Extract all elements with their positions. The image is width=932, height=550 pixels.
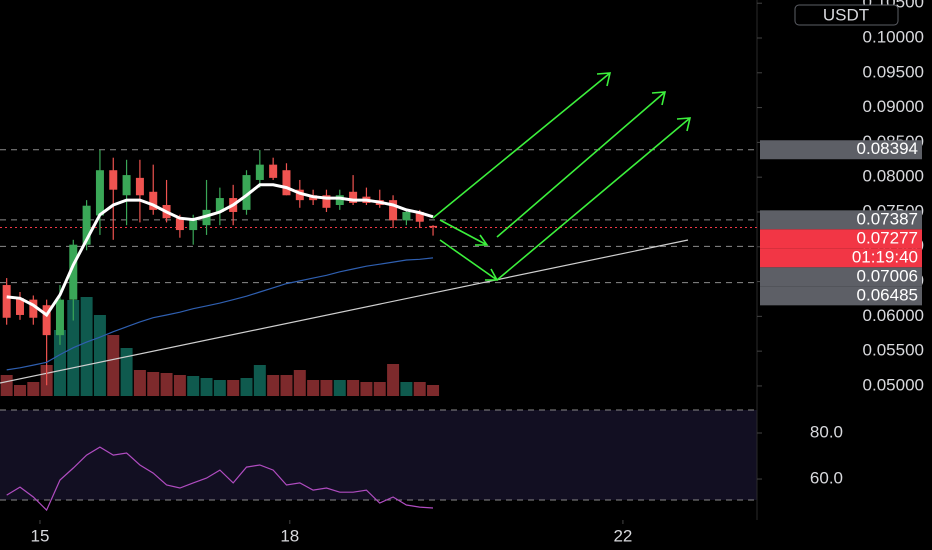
candle-body xyxy=(269,164,278,178)
y-tick-label: 0.06000 xyxy=(863,306,924,325)
volume-bar xyxy=(80,297,93,396)
price-label: 0.07006 xyxy=(857,266,918,285)
arrow xyxy=(432,72,612,219)
volume-bar xyxy=(27,382,40,396)
x-tick-label: 22 xyxy=(613,526,632,545)
volume-bar xyxy=(200,378,213,396)
candle-body xyxy=(82,205,91,245)
price-label-box xyxy=(760,286,922,306)
price-label: 0.06485 xyxy=(857,285,918,304)
volume-bar xyxy=(173,375,186,396)
trendline xyxy=(0,239,689,384)
volume-bar xyxy=(360,382,373,396)
volume-bar xyxy=(0,375,13,396)
x-tick-label: 18 xyxy=(280,526,299,545)
candle-body xyxy=(95,170,104,216)
moving-average xyxy=(6,257,434,371)
candle-body xyxy=(175,218,184,231)
price-label: 0.07277 xyxy=(857,228,918,247)
candle-body xyxy=(122,175,131,196)
volume-bar xyxy=(333,380,346,396)
candle-body xyxy=(135,177,144,196)
y-tick-label: 0.05500 xyxy=(863,341,924,360)
countdown-box xyxy=(760,248,922,268)
candle-body xyxy=(215,198,224,212)
x-tick-label: 15 xyxy=(31,526,50,545)
arrow xyxy=(439,219,489,246)
volume-bar xyxy=(13,385,26,396)
volume-bar xyxy=(307,380,320,396)
volume-bar xyxy=(387,364,400,396)
volume-bar xyxy=(160,373,173,396)
volume-bar xyxy=(373,382,386,396)
price-label-box xyxy=(760,229,922,249)
candle-body xyxy=(282,170,291,196)
candle-body xyxy=(295,189,304,201)
candle-body xyxy=(402,211,411,221)
price-label: 0.07387 xyxy=(857,209,918,228)
countdown: 01:19:40 xyxy=(852,247,918,266)
volume-bar xyxy=(240,378,253,396)
volume-bar xyxy=(413,382,426,396)
volume-bar xyxy=(187,376,200,396)
volume-bar xyxy=(120,348,133,396)
price-label-box xyxy=(760,267,922,287)
arrow xyxy=(439,239,499,281)
candle-body xyxy=(42,305,51,336)
arrow xyxy=(496,91,667,238)
volume-bar xyxy=(107,335,120,396)
volume-bar xyxy=(280,375,293,396)
candle-body xyxy=(2,285,11,318)
volume-bar xyxy=(213,380,226,396)
arrow xyxy=(496,117,692,281)
candle-body xyxy=(189,219,198,231)
candle-body xyxy=(29,299,38,318)
candle-body xyxy=(242,175,251,210)
moving-average xyxy=(6,183,434,318)
y-tick-label: 0.09500 xyxy=(863,62,924,81)
candle-body xyxy=(55,299,64,336)
rsi-tick-label: 60.0 xyxy=(810,469,843,488)
y-tick-label: 0.10000 xyxy=(863,27,924,46)
arrow-drawings xyxy=(432,72,692,281)
rsi-band xyxy=(0,410,757,500)
volume-bar xyxy=(53,330,66,396)
candle-body xyxy=(415,211,424,222)
y-tick-label: 0.05000 xyxy=(863,375,924,394)
volume-bar xyxy=(267,375,280,396)
unit-box xyxy=(794,4,899,26)
y-tick-label: 0.08000 xyxy=(863,167,924,186)
candle-body xyxy=(349,191,358,203)
rsi-tick-label: 80.0 xyxy=(810,422,843,441)
candle-body xyxy=(429,225,438,228)
volume-bar xyxy=(253,365,266,396)
price-label-box xyxy=(760,210,922,230)
candle-body xyxy=(69,244,78,300)
candle-body xyxy=(15,298,24,315)
unit-label: USDT xyxy=(823,5,869,24)
y-tick-label: 0.09000 xyxy=(863,97,924,116)
candle-body xyxy=(322,195,331,208)
volume-bar xyxy=(93,315,106,396)
price-label-box xyxy=(760,140,922,160)
candle-body xyxy=(389,200,398,221)
volume-bar xyxy=(133,370,146,396)
rsi-line xyxy=(6,446,434,512)
candle-body xyxy=(255,164,264,180)
volume-bar xyxy=(227,380,240,396)
volume-bar xyxy=(400,382,413,396)
volume-bar xyxy=(293,370,306,396)
candle-body xyxy=(335,195,344,206)
candle-body xyxy=(109,170,118,190)
volume-bar xyxy=(147,372,160,396)
volume-bar xyxy=(347,380,360,396)
volume-bar xyxy=(320,380,333,396)
candle-body xyxy=(149,191,158,210)
volume-bar xyxy=(427,385,440,396)
price-label: 0.08394 xyxy=(857,139,918,158)
